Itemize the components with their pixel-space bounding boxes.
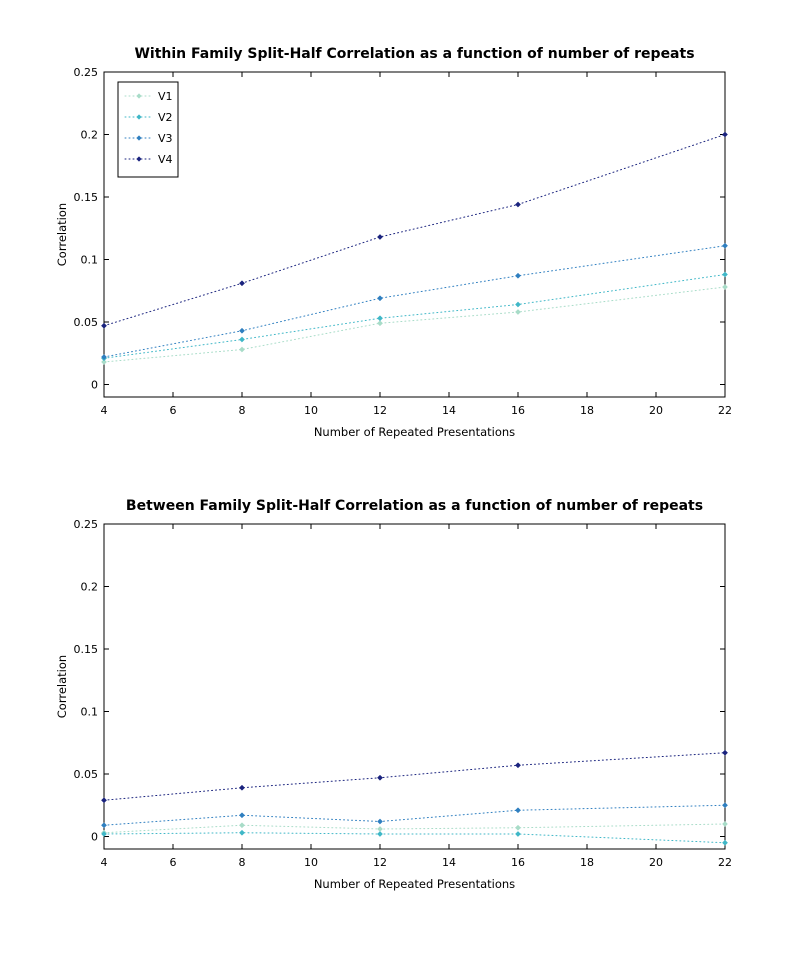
data-point-v3	[722, 242, 728, 249]
y-tick-label: 0.05	[74, 768, 99, 781]
x-tick-label: 22	[718, 856, 732, 869]
data-point-v4	[239, 280, 245, 287]
data-point-v3	[377, 295, 383, 302]
chart-title: Within Family Split-Half Correlation as …	[134, 46, 694, 62]
x-tick-label: 18	[580, 856, 594, 869]
y-tick-label: 0.25	[74, 518, 99, 531]
legend-label-v3: V3	[158, 132, 173, 145]
data-point-v4	[722, 749, 728, 756]
data-point-v3	[101, 354, 107, 360]
data-point-v1	[377, 320, 383, 327]
data-point-v1	[377, 826, 383, 832]
x-tick-label: 18	[580, 404, 594, 417]
series-line-v3	[103, 245, 726, 358]
data-point-v4	[239, 784, 245, 791]
legend-box	[117, 81, 179, 178]
data-point-v3	[101, 822, 107, 829]
data-point-v3	[377, 818, 383, 825]
data-point-v1	[239, 822, 245, 829]
x-tick-label: 14	[442, 404, 456, 417]
data-point-v3	[515, 272, 521, 279]
x-tick-label: 12	[373, 404, 387, 417]
data-point-v2	[515, 301, 521, 308]
data-point-v4	[515, 201, 521, 208]
y-tick-label: 0.2	[81, 129, 99, 142]
y-axis-label: Correlation	[55, 203, 69, 266]
x-tick-label: 8	[239, 404, 246, 417]
y-tick-label: 0.05	[74, 316, 99, 329]
legend-label-v1: V1	[158, 90, 173, 103]
y-tick-label: 0	[91, 379, 98, 392]
chart-title: Between Family Split-Half Correlation as…	[126, 498, 703, 514]
plot-area	[103, 523, 726, 850]
legend-label-v2: V2	[158, 111, 173, 124]
y-tick-label: 0	[91, 831, 98, 844]
data-point-v2	[515, 831, 521, 837]
y-tick-label: 0.1	[81, 254, 99, 267]
x-tick-label: 16	[511, 404, 525, 417]
series-line-v2	[103, 274, 726, 359]
legend-marker-v1	[136, 93, 142, 99]
data-point-v2	[239, 336, 245, 343]
data-point-v1	[722, 284, 728, 290]
series-line-v4	[103, 134, 726, 327]
series-line-v3	[103, 804, 726, 826]
legend-marker-v3	[136, 135, 142, 141]
series-line-v4	[103, 752, 726, 801]
series-line-v1	[103, 823, 726, 834]
y-axis-label: Correlation	[55, 655, 69, 718]
x-axis-label: Number of Repeated Presentations	[314, 877, 515, 891]
data-point-v2	[101, 831, 107, 837]
chart-2: 4 6 8 10 12 14 16 18 20 22 0 0.05 0.1 0.15 0.2 0.25 Betw…	[55, 498, 732, 891]
x-tick-label: 16	[511, 856, 525, 869]
legend-label-v4: V4	[158, 153, 173, 166]
data-point-v2	[239, 829, 245, 836]
data-point-v4	[377, 774, 383, 781]
x-tick-label: 6	[170, 404, 177, 417]
x-tick-label: 6	[170, 856, 177, 869]
data-point-v4	[101, 797, 107, 804]
legend: V1 V2 V3 V4	[117, 81, 179, 178]
y-tick-label: 0.25	[74, 66, 99, 79]
x-tick-label: 22	[718, 404, 732, 417]
x-tick-label: 20	[649, 404, 663, 417]
data-point-v3	[239, 812, 245, 819]
x-tick-label: 10	[304, 856, 318, 869]
y-tick-label: 0.15	[74, 191, 99, 204]
plot-area	[103, 71, 726, 398]
y-tick-label: 0.15	[74, 643, 99, 656]
data-point-v3	[722, 802, 728, 809]
data-point-v1	[239, 346, 245, 353]
data-point-v2	[722, 271, 728, 278]
series-line-v1	[103, 286, 726, 363]
x-tick-label: 4	[101, 404, 108, 417]
data-point-v2	[722, 839, 728, 846]
x-tick-label: 12	[373, 856, 387, 869]
data-point-v4	[515, 762, 521, 769]
data-point-v4	[377, 234, 383, 240]
y-tick-label: 0.2	[81, 581, 99, 594]
series-line-v2	[103, 832, 726, 844]
x-tick-label: 14	[442, 856, 456, 869]
data-point-v2	[377, 315, 383, 322]
data-point-v4	[101, 322, 107, 329]
data-point-v4	[722, 131, 728, 138]
data-point-v2	[377, 831, 383, 837]
data-point-v3	[239, 327, 245, 334]
x-tick-label: 8	[239, 856, 246, 869]
data-point-v3	[515, 807, 521, 814]
data-point-v1	[722, 821, 728, 827]
data-point-v1	[101, 359, 107, 365]
x-tick-label: 10	[304, 404, 318, 417]
x-axis-label: Number of Repeated Presentations	[314, 425, 515, 439]
data-point-v1	[515, 824, 521, 831]
y-tick-label: 0.1	[81, 706, 99, 719]
chart-1: 4 6 8 10 12 14 16 18 20 22 0 0.05 0.1 0.15 0.2 0.25 With…	[55, 46, 732, 439]
legend-marker-v2	[136, 114, 142, 120]
data-point-v1	[515, 309, 521, 315]
legend-marker-v4	[136, 156, 142, 162]
x-tick-label: 4	[101, 856, 108, 869]
x-tick-label: 20	[649, 856, 663, 869]
